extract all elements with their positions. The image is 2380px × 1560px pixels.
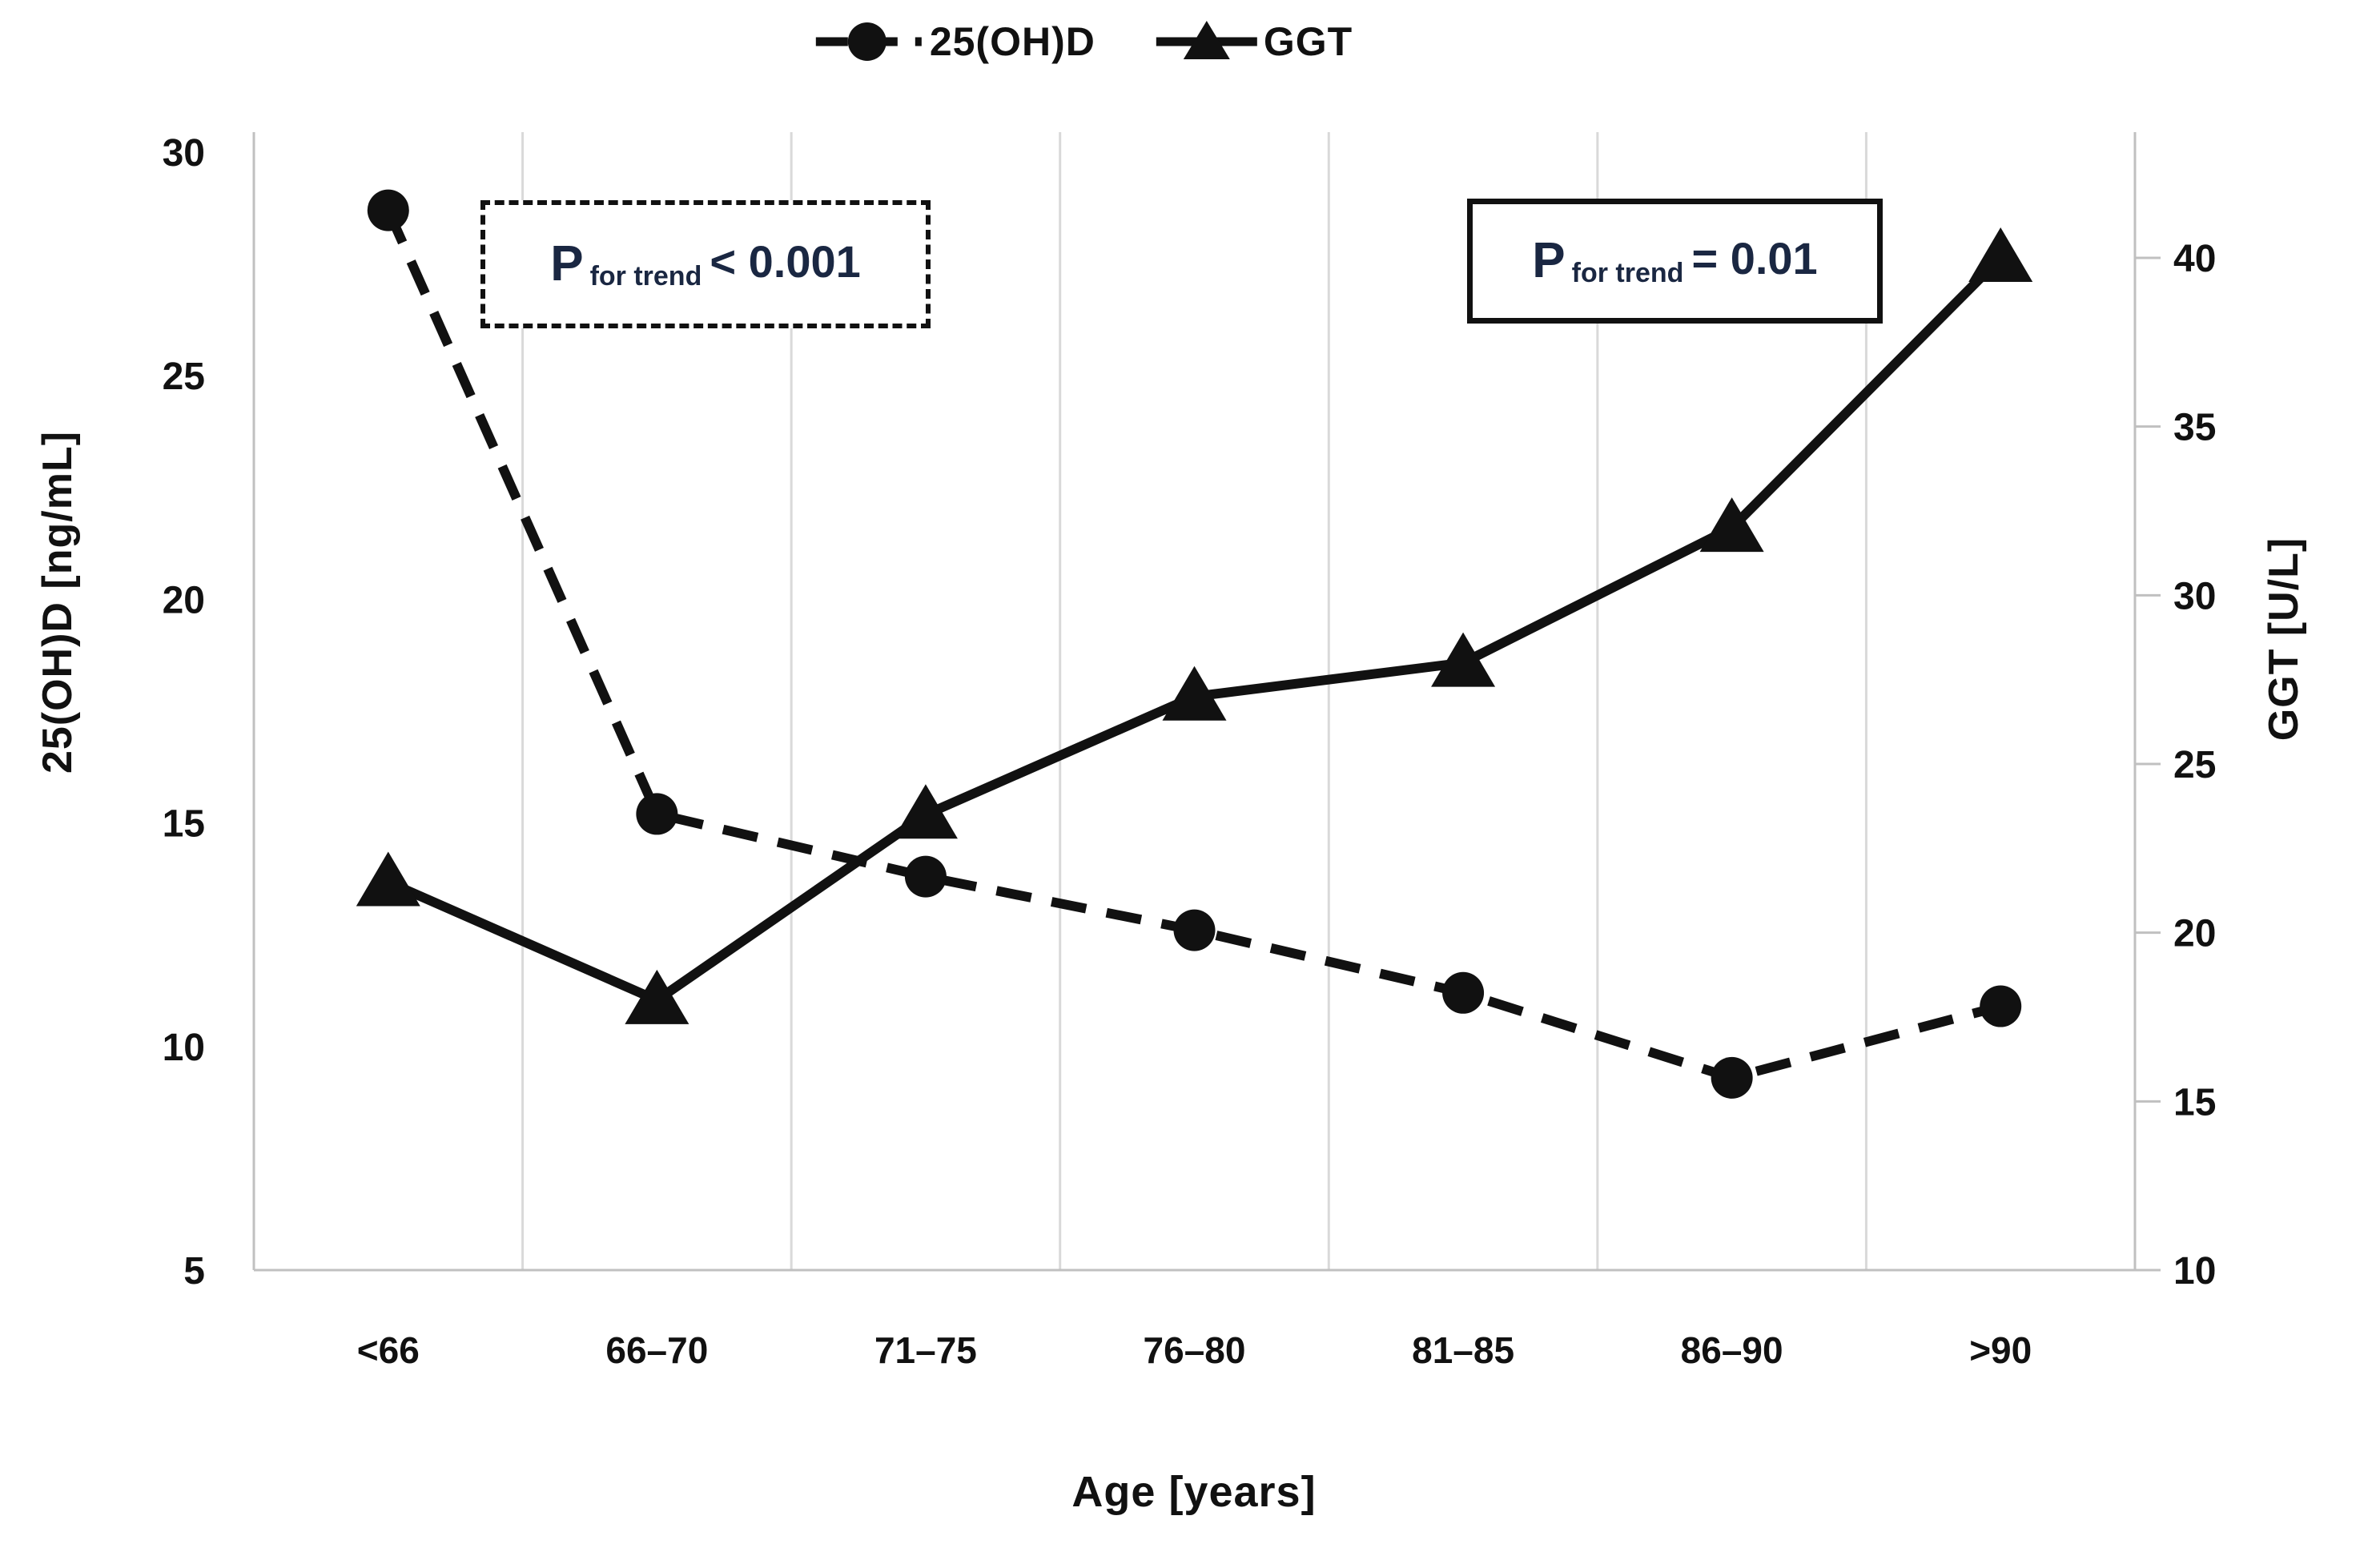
- x-axis-category-label: <66: [357, 1329, 420, 1371]
- right-axis-tick-label: 10: [2173, 1250, 2216, 1293]
- left-axis-tick-label: 30: [163, 132, 205, 175]
- right-axis-tick-label: 40: [2173, 238, 2216, 280]
- legend-item-ggt: GGT: [1155, 18, 1353, 66]
- marker-circle: [1173, 909, 1216, 951]
- right-axis-tick-label: 25: [2173, 744, 2216, 786]
- annotation-prefix: P: [1532, 233, 1566, 288]
- x-axis-category-label: 76–80: [1144, 1329, 1246, 1371]
- left-axis-title: 25(OH)D [ng/mL]: [34, 430, 81, 774]
- x-axis-category-label: 71–75: [874, 1329, 977, 1371]
- right-axis-tick-label: 35: [2173, 407, 2216, 449]
- marker-triangle: [1968, 227, 2033, 282]
- annotation-value: = 0.01: [1691, 233, 1818, 283]
- marker-triangle: [1699, 497, 1764, 553]
- annotation-value: < 0.001: [710, 236, 861, 287]
- marker-triangle: [625, 969, 689, 1024]
- marker-triangle: [1431, 632, 1496, 687]
- left-axis-tick-label: 25: [163, 356, 205, 398]
- annotation-subscript: for trend: [589, 261, 702, 291]
- p-for-trend-annotation-solid: P for trend = 0.01: [1467, 199, 1883, 324]
- p-for-trend-annotation-dashed: P for trend < 0.001: [480, 200, 931, 328]
- right-axis-title: GGT [U/L]: [2261, 537, 2307, 742]
- left-axis-tick-label: 20: [163, 579, 205, 621]
- annotation-subscript: for trend: [1571, 258, 1684, 288]
- right-axis-tick-label: 30: [2173, 575, 2216, 617]
- marker-circle: [367, 189, 409, 231]
- marker-circle: [1980, 985, 2022, 1027]
- left-axis-tick-label: 5: [183, 1250, 205, 1293]
- x-axis-category-label: 86–90: [1681, 1329, 1783, 1371]
- dashed-line-circle-marker-icon: [815, 22, 922, 61]
- series-line-ggt: [386, 254, 2004, 1005]
- marker-circle: [636, 793, 678, 835]
- x-axis-category-label: 81–85: [1412, 1329, 1514, 1371]
- left-axis-tick-label: 15: [163, 803, 205, 846]
- right-axis-tick-label: 15: [2173, 1081, 2216, 1124]
- annotation-prefix: P: [550, 236, 584, 291]
- x-axis-category-label: 66–70: [605, 1329, 708, 1371]
- legend-label-ggt: GGT: [1263, 19, 1353, 64]
- marker-circle: [1711, 1056, 1753, 1099]
- legend: 25(OH)D GGT: [813, 18, 1353, 66]
- marker-circle: [904, 855, 947, 898]
- legend-label-25ohd: 25(OH)D: [929, 19, 1096, 64]
- left-axis-tick-label: 10: [163, 1027, 205, 1069]
- x-axis-title: Age [years]: [1071, 1468, 1317, 1516]
- x-axis-category-label: >90: [1969, 1329, 2032, 1371]
- solid-line-triangle-marker-icon: [1156, 21, 1257, 59]
- right-axis-tick-label: 20: [2173, 913, 2216, 955]
- marker-triangle: [893, 784, 958, 839]
- marker-circle: [1442, 971, 1485, 1014]
- marker-triangle: [1162, 665, 1227, 721]
- legend-item-25ohd: 25(OH)D: [813, 18, 1096, 66]
- marker-triangle: [356, 851, 420, 907]
